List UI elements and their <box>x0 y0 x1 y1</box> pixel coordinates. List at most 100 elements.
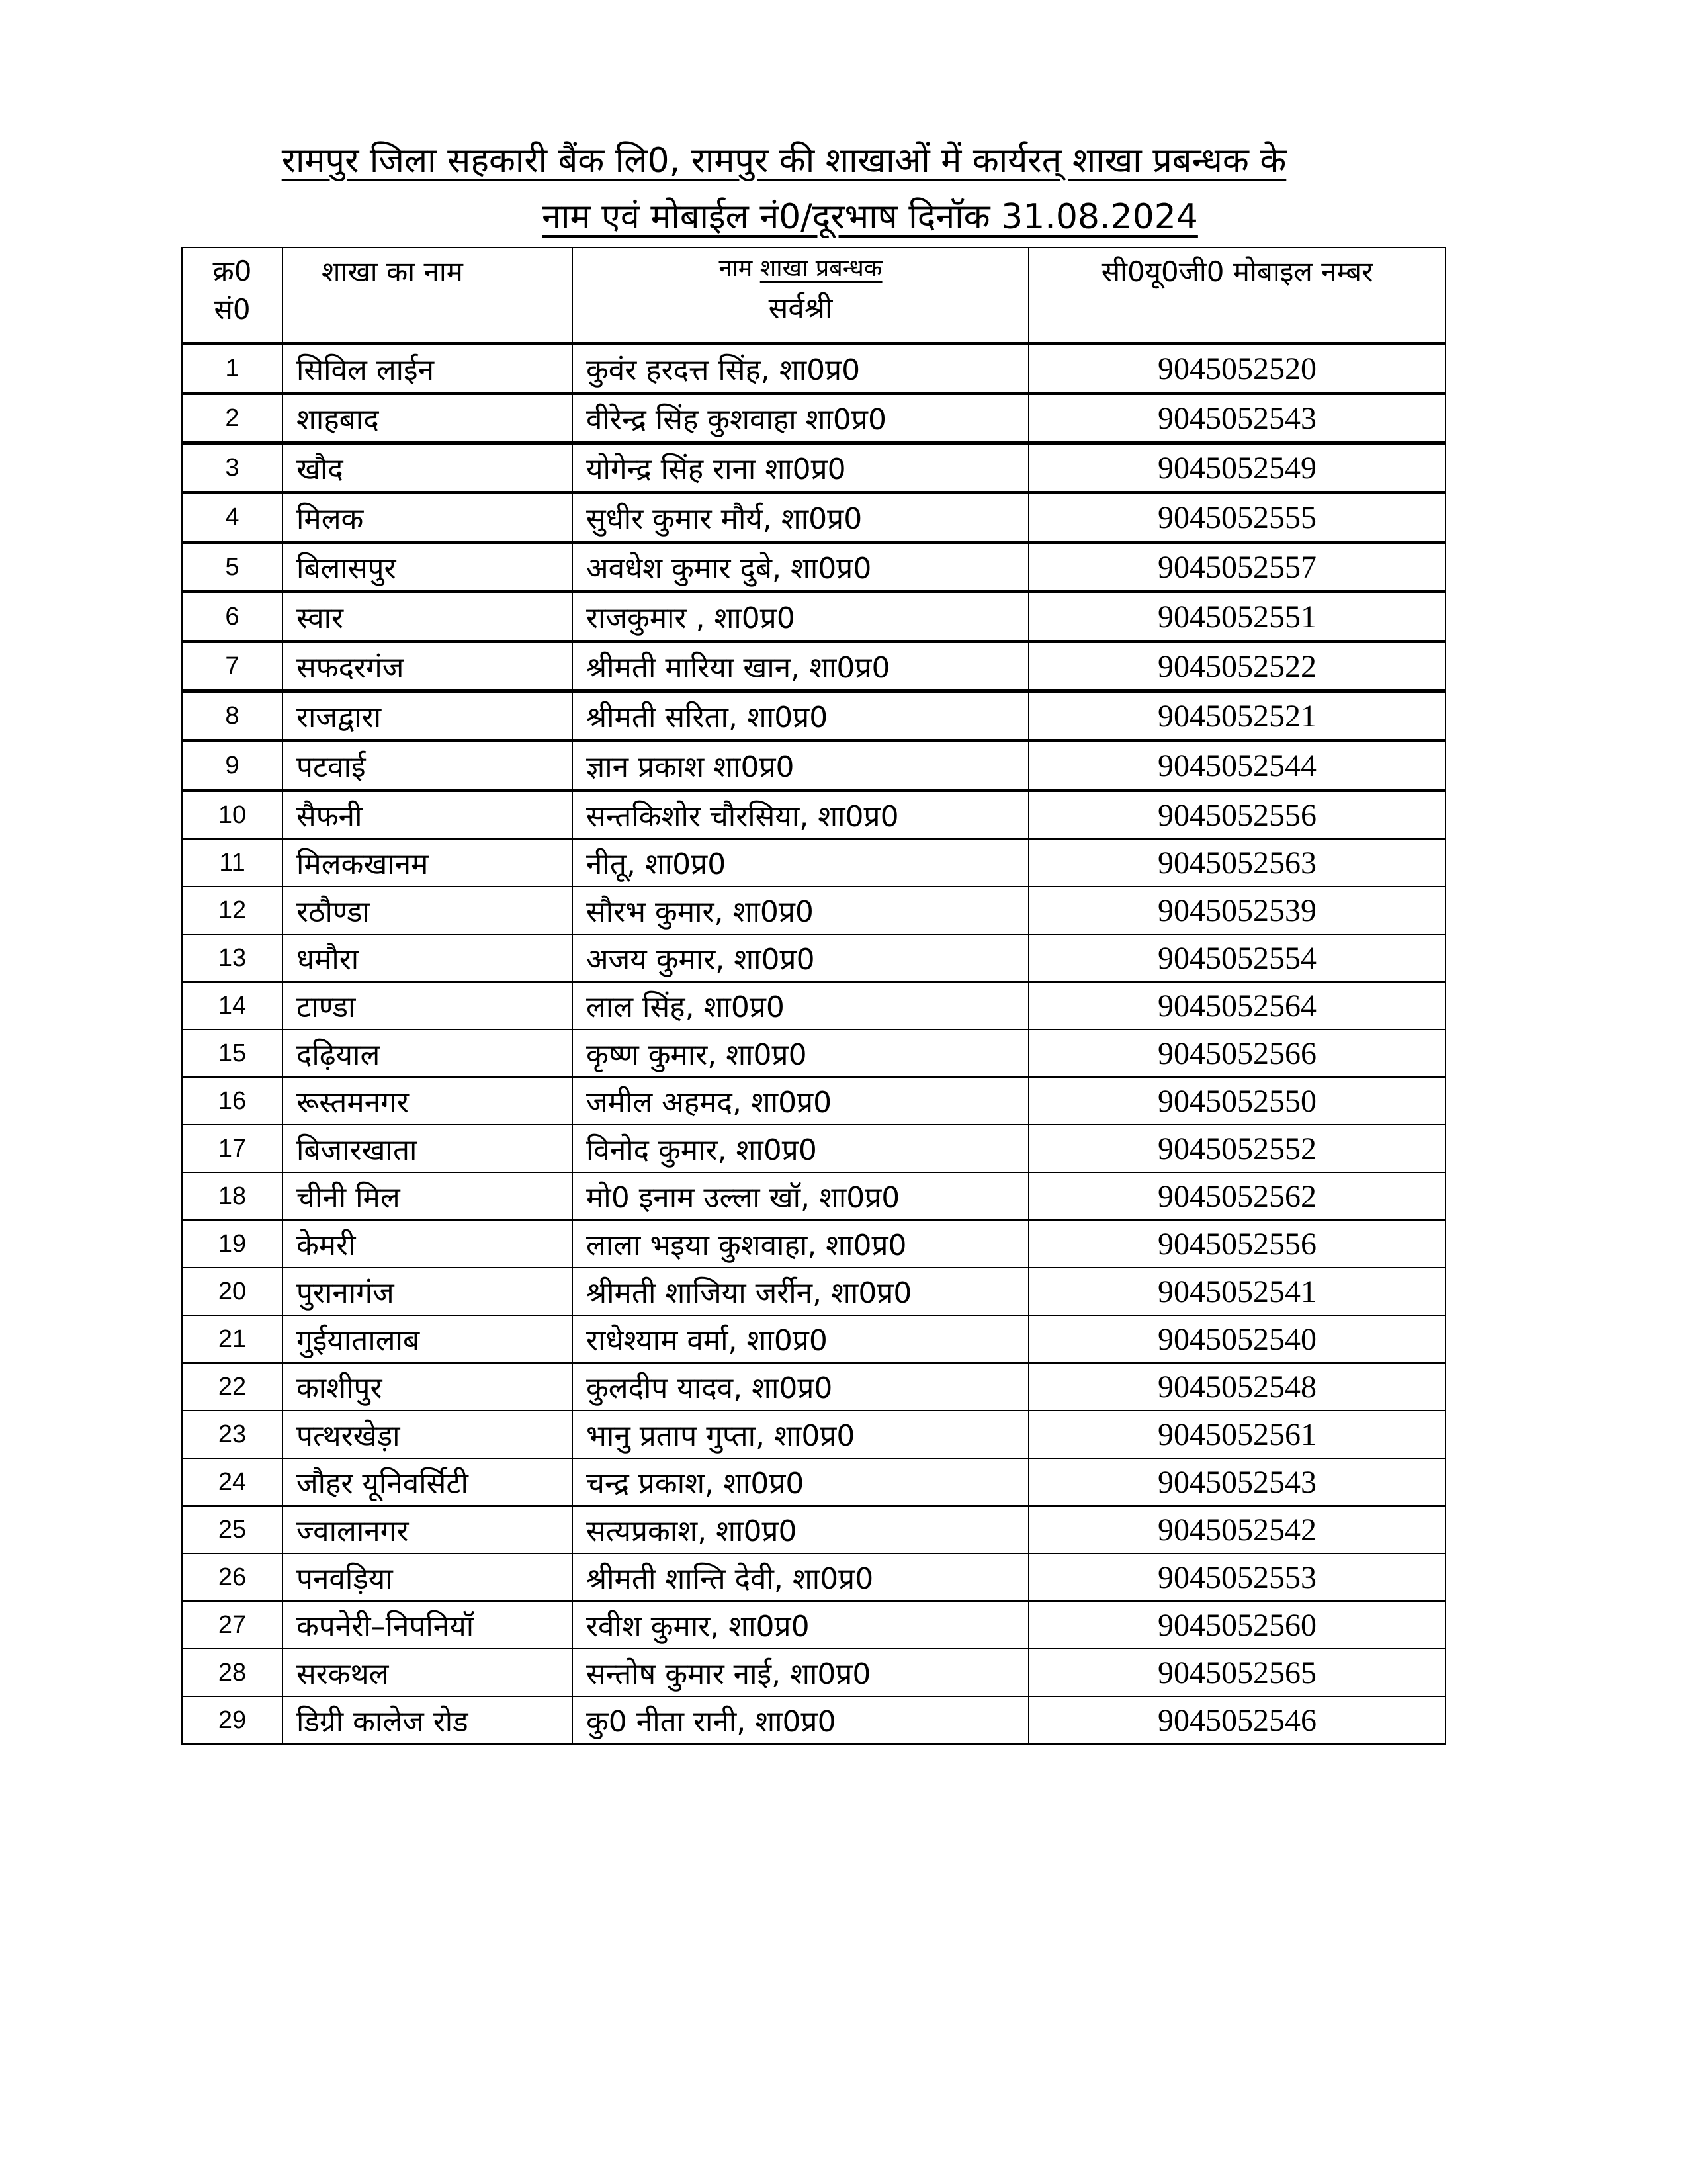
manager-name-cell: मो0 इनाम उल्ला खॉ, शा0प्र0 <box>572 1172 1029 1221</box>
mobile-number-cell: 9045052554 <box>1028 934 1446 983</box>
header-manager: नाम शाखा प्रबन्धक सर्वश्री <box>572 247 1029 345</box>
branch-name-cell: रठौण्डा <box>282 886 573 935</box>
mobile-number-cell: 9045052564 <box>1028 981 1446 1030</box>
mobile-number-cell: 9045052552 <box>1028 1124 1446 1173</box>
serial-cell: 27 <box>181 1600 283 1649</box>
table-row: 9 पटवाई ज्ञान प्रकाश शा0प्र0 9045052544 <box>181 740 1446 792</box>
manager-name-cell: अवधेश कुमार दुबे, शा0प्र0 <box>572 541 1029 593</box>
branch-name-cell: पटवाई <box>282 740 573 792</box>
serial-cell: 26 <box>181 1553 283 1602</box>
table-row: 14 टाण्डा लाल सिंह, शा0प्र0 9045052564 <box>181 981 1446 1030</box>
document-title-line-2: नाम एवं मोबाईल नं0/दूरभाष दिनॉक 31.08.20… <box>26 192 1687 239</box>
branch-name-cell: पुरानागंज <box>282 1267 573 1316</box>
manager-name-cell: अजय कुमार, शा0प्र0 <box>572 934 1029 983</box>
serial-cell: 10 <box>181 789 283 840</box>
mobile-number-cell: 9045052556 <box>1028 1219 1446 1268</box>
branch-name-cell: जौहर यूनिवर्सिटी <box>282 1458 573 1507</box>
serial-cell: 15 <box>181 1029 283 1078</box>
serial-cell: 12 <box>181 886 283 935</box>
branch-name-cell: मिलक <box>282 492 573 544</box>
mobile-number-cell: 9045052541 <box>1028 1267 1446 1316</box>
serial-cell: 7 <box>181 640 283 693</box>
serial-cell: 18 <box>181 1172 283 1221</box>
branch-name-cell: स्वार <box>282 591 573 643</box>
title-line-1-text: रामपुर जिला सहकारी बैंक लि0, रामपुर की श… <box>281 141 1287 181</box>
branch-name-cell: काशीपुर <box>282 1362 573 1411</box>
mobile-number-cell: 9045052521 <box>1028 690 1446 742</box>
manager-name-cell: सुधीर कुमार मौर्य, शा0प्र0 <box>572 492 1029 544</box>
serial-cell: 20 <box>181 1267 283 1316</box>
manager-name-cell: सत्यप्रकाश, शा0प्र0 <box>572 1505 1029 1554</box>
mobile-number-cell: 9045052549 <box>1028 442 1446 494</box>
manager-name-cell: भानु प्रताप गुप्ता, शा0प्र0 <box>572 1410 1029 1459</box>
mobile-number-cell: 9045052557 <box>1028 541 1446 593</box>
mobile-number-cell: 9045052543 <box>1028 392 1446 445</box>
manager-name-cell: रवीश कुमार, शा0प्र0 <box>572 1600 1029 1649</box>
table-row: 3 खौद योगेन्द्र सिंह राना शा0प्र0 904505254… <box>181 442 1446 494</box>
manager-name-cell: श्रीमती शाजिया जर्रीन, शा0प्र0 <box>572 1267 1029 1316</box>
table-row: 4 मिलक सुधीर कुमार मौर्य, शा0प्र0 904505255… <box>181 492 1446 544</box>
mobile-number-cell: 9045052542 <box>1028 1505 1446 1554</box>
branch-name-cell: रूस्तमनगर <box>282 1076 573 1125</box>
branch-name-cell: राजद्वारा <box>282 690 573 742</box>
manager-name-cell: राधेश्याम वर्मा, शा0प्र0 <box>572 1315 1029 1364</box>
mobile-number-cell: 9045052546 <box>1028 1696 1446 1745</box>
branch-name-cell: बिलासपुर <box>282 541 573 593</box>
title-line-2-text: नाम एवं मोबाईल नं0/दूरभाष दिनॉक 31.08.20… <box>542 197 1198 237</box>
branch-name-cell: पत्थरखेड़ा <box>282 1410 573 1459</box>
table-row: 5 बिलासपुर अवधेश कुमार दुबे, शा0प्र0 904505… <box>181 541 1446 593</box>
manager-name-cell: नीतू, शा0प्र0 <box>572 838 1029 887</box>
manager-name-cell: सन्तोष कुमार नाई, शा0प्र0 <box>572 1648 1029 1697</box>
table-row: 22 काशीपुर कुलदीप यादव, शा0प्र0 9045052548 <box>181 1362 1446 1411</box>
table-row: 8 राजद्वारा श्रीमती सरिता, शा0प्र0 90450525… <box>181 690 1446 742</box>
table-row: 25 ज्वालानगर सत्यप्रकाश, शा0प्र0 9045052542 <box>181 1505 1446 1554</box>
mobile-number-cell: 9045052551 <box>1028 591 1446 643</box>
serial-cell: 22 <box>181 1362 283 1411</box>
table-row: 19 केमरी लाला भइया कुशवाहा, शा0प्र0 9045052… <box>181 1219 1446 1268</box>
table-row: 1 सिविल लाईन कुवंर हरदत्त सिंह, शा0प्र0 904… <box>181 343 1446 395</box>
mobile-number-cell: 9045052548 <box>1028 1362 1446 1411</box>
table-row: 28 सरकथल सन्तोष कुमार नाई, शा0प्र0 90450525… <box>181 1648 1446 1697</box>
table-row: 15 दढ़ियाल कृष्ण कुमार, शा0प्र0 9045052566 <box>181 1029 1446 1078</box>
manager-name-cell: श्रीमती सरिता, शा0प्र0 <box>572 690 1029 742</box>
table-row: 21 गुईयातालाब राधेश्याम वर्मा, शा0प्र0 9045… <box>181 1315 1446 1364</box>
mobile-number-cell: 9045052562 <box>1028 1172 1446 1221</box>
table-row: 12 रठौण्डा सौरभ कुमार, शा0प्र0 9045052539 <box>181 886 1446 935</box>
table-row: 2 शाहबाद वीरेन्द्र सिंह कुशवाहा शा0प्र0 904… <box>181 392 1446 445</box>
serial-cell: 9 <box>181 740 283 792</box>
mobile-number-cell: 9045052550 <box>1028 1076 1446 1125</box>
mobile-number-cell: 9045052555 <box>1028 492 1446 544</box>
manager-name-cell: जमील अहमद, शा0प्र0 <box>572 1076 1029 1125</box>
mobile-number-cell: 9045052539 <box>1028 886 1446 935</box>
branch-name-cell: सिविल लाईन <box>282 343 573 395</box>
branch-name-cell: टाण्डा <box>282 981 573 1030</box>
branch-name-cell: गुईयातालाब <box>282 1315 573 1364</box>
branch-name-cell: कपनेरी–निपनियॉ <box>282 1600 573 1649</box>
header-serial-line2: सं0 <box>214 293 251 326</box>
manager-name-cell: सौरभ कुमार, शा0प्र0 <box>572 886 1029 935</box>
mobile-number-cell: 9045052565 <box>1028 1648 1446 1697</box>
header-manager-sub: सर्वश्री <box>768 292 833 326</box>
serial-cell: 6 <box>181 591 283 643</box>
table-row: 16 रूस्तमनगर जमील अहमद, शा0प्र0 9045052550 <box>181 1076 1446 1125</box>
branch-name-cell: खौद <box>282 442 573 494</box>
mobile-number-cell: 9045052553 <box>1028 1553 1446 1602</box>
mobile-number-cell: 9045052540 <box>1028 1315 1446 1364</box>
mobile-number-cell: 9045052522 <box>1028 640 1446 693</box>
table-row: 17 बिजारखाता विनोद कुमार, शा0प्र0 904505255… <box>181 1124 1446 1173</box>
table-row: 10 सैफनी सन्तकिशोर चौरसिया, शा0प्र0 9045052… <box>181 789 1446 840</box>
table-row: 27 कपनेरी–निपनियॉ रवीश कुमार, शा0प्र0 90450… <box>181 1600 1446 1649</box>
serial-cell: 19 <box>181 1219 283 1268</box>
serial-cell: 17 <box>181 1124 283 1173</box>
mobile-number-cell: 9045052556 <box>1028 789 1446 840</box>
manager-name-cell: विनोद कुमार, शा0प्र0 <box>572 1124 1029 1173</box>
table-row: 6 स्वार राजकुमार , शा0प्र0 9045052551 <box>181 591 1446 643</box>
document-title-line-1: रामपुर जिला सहकारी बैंक लि0, रामपुर की श… <box>0 136 1627 183</box>
mobile-number-cell: 9045052560 <box>1028 1600 1446 1649</box>
header-manager-prefix: नाम <box>718 255 753 282</box>
serial-cell: 2 <box>181 392 283 445</box>
table-row: 26 पनवड़िया श्रीमती शान्ति देवी, शा0प्र0 90… <box>181 1553 1446 1602</box>
mobile-number-cell: 9045052544 <box>1028 740 1446 792</box>
manager-name-cell: योगेन्द्र सिंह राना शा0प्र0 <box>572 442 1029 494</box>
header-serial: क्र0 सं0 <box>181 247 283 345</box>
